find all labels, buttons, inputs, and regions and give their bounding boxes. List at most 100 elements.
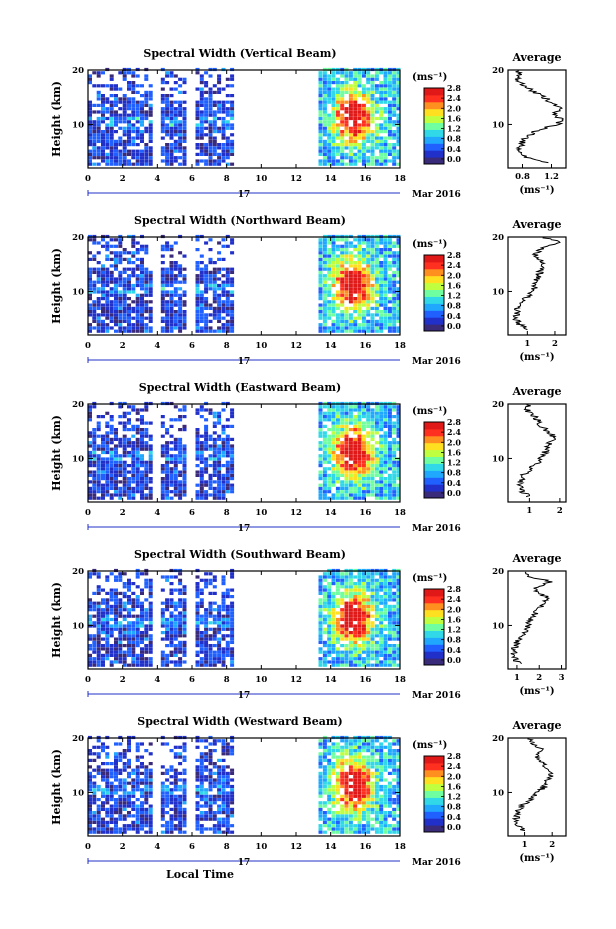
heatmap-cell xyxy=(114,251,118,255)
heatmap-cell xyxy=(105,133,110,137)
heatmap-cell xyxy=(88,644,92,648)
heatmap-cell xyxy=(131,480,136,484)
heatmap-cell xyxy=(344,428,349,432)
heatmap-cell xyxy=(118,644,123,648)
heatmap-cell xyxy=(204,81,209,85)
heatmap-cell xyxy=(379,94,384,98)
heatmap-cell xyxy=(178,657,183,661)
heatmap-cell xyxy=(357,496,362,500)
heatmap-cell xyxy=(335,71,340,75)
heatmap-cell xyxy=(135,162,140,166)
heatmap-cell xyxy=(366,97,371,101)
heatmap-cell xyxy=(195,624,200,628)
heatmap-cell xyxy=(383,244,388,248)
heatmap-cell xyxy=(144,483,149,487)
heatmap-cell xyxy=(392,575,397,579)
heatmap-cell xyxy=(331,267,336,271)
heatmap-cell xyxy=(114,486,118,490)
heatmap-cell xyxy=(131,663,136,667)
heatmap-cell xyxy=(340,441,345,445)
heatmap-cell xyxy=(96,290,101,294)
heatmap-cell xyxy=(195,287,200,291)
heatmap-cell xyxy=(160,146,165,150)
heatmap-cell xyxy=(370,316,375,320)
heatmap-cell xyxy=(383,136,388,140)
heatmap-cell xyxy=(127,319,131,323)
heatmap-cell xyxy=(396,470,401,474)
heatmap-cell xyxy=(160,653,165,657)
heatmap-cell xyxy=(160,663,165,667)
heatmap-cell xyxy=(92,110,97,114)
y-tick-label: 10 xyxy=(72,120,84,130)
heatmap-cell xyxy=(140,591,144,595)
heatmap-cell xyxy=(387,126,392,130)
heatmap-cell xyxy=(160,310,165,314)
heatmap-cell xyxy=(127,123,131,127)
heatmap-cell xyxy=(327,241,332,245)
heatmap-cell xyxy=(88,303,92,307)
heatmap-cell xyxy=(178,130,183,134)
heatmap-cell xyxy=(348,257,353,261)
heatmap-cell xyxy=(344,290,349,294)
heatmap-cell xyxy=(396,270,401,274)
heatmap-cell xyxy=(135,251,140,255)
heatmap-cell xyxy=(366,588,371,592)
heatmap-cell xyxy=(114,244,118,248)
heatmap-cell xyxy=(144,244,149,248)
heatmap-cell xyxy=(148,611,153,615)
heatmap-cell xyxy=(160,621,165,625)
heatmap-cell xyxy=(105,470,110,474)
heatmap-cell xyxy=(221,578,226,582)
colorbar-swatch xyxy=(424,261,444,270)
heatmap-cell xyxy=(96,486,101,490)
heatmap-cell xyxy=(221,300,226,304)
heatmap-cell xyxy=(182,116,187,121)
heatmap-cell xyxy=(204,621,209,625)
heatmap-cell xyxy=(144,634,149,638)
heatmap-cell xyxy=(204,617,209,622)
heatmap-cell xyxy=(340,598,345,602)
heatmap-cell xyxy=(199,290,204,294)
heatmap-cell xyxy=(199,123,204,127)
heatmap-cell xyxy=(327,450,332,455)
heatmap-cell xyxy=(230,408,235,412)
heatmap-cell xyxy=(344,447,349,451)
heatmap-cell xyxy=(322,241,327,245)
heatmap-cell xyxy=(140,447,144,451)
heatmap-cell xyxy=(140,287,144,291)
heatmap-cell xyxy=(140,814,144,818)
heatmap-cell xyxy=(88,830,92,834)
heatmap-cell xyxy=(127,152,131,156)
heatmap-cell xyxy=(114,146,118,150)
heatmap-cell xyxy=(348,582,353,586)
heatmap-cell xyxy=(199,146,204,150)
heatmap-cell xyxy=(96,313,101,317)
heatmap-cell xyxy=(178,444,183,448)
heatmap-cell xyxy=(396,408,401,412)
average-y-tick-label: 10 xyxy=(492,454,504,464)
colorbar-tick-label: 0.4 xyxy=(447,144,461,154)
heatmap-cell xyxy=(361,585,366,589)
heatmap-cell xyxy=(160,415,165,419)
heatmap-cell xyxy=(105,617,110,622)
heatmap-cell xyxy=(318,277,323,281)
heatmap-cell xyxy=(105,310,110,314)
heatmap-cell xyxy=(225,450,230,455)
heatmap-cell xyxy=(348,71,353,75)
heatmap-cell xyxy=(148,578,153,582)
heatmap-cell xyxy=(331,280,336,284)
heatmap-cell xyxy=(178,270,183,274)
heatmap-cell xyxy=(160,329,165,333)
heatmap-cell xyxy=(199,591,204,595)
heatmap-cell xyxy=(135,598,140,602)
colorbar: (ms⁻¹)2.82.42.01.61.20.80.40.0 xyxy=(412,72,461,165)
heatmap-cell xyxy=(318,116,323,121)
heatmap-cell xyxy=(357,81,362,85)
heatmap-cell xyxy=(387,480,392,484)
heatmap-cell xyxy=(361,277,366,281)
heatmap-cell xyxy=(357,437,362,441)
heatmap-cell xyxy=(344,411,349,415)
heatmap-cell xyxy=(230,477,235,481)
heatmap-cell xyxy=(182,277,187,281)
heatmap-cell xyxy=(178,617,183,622)
